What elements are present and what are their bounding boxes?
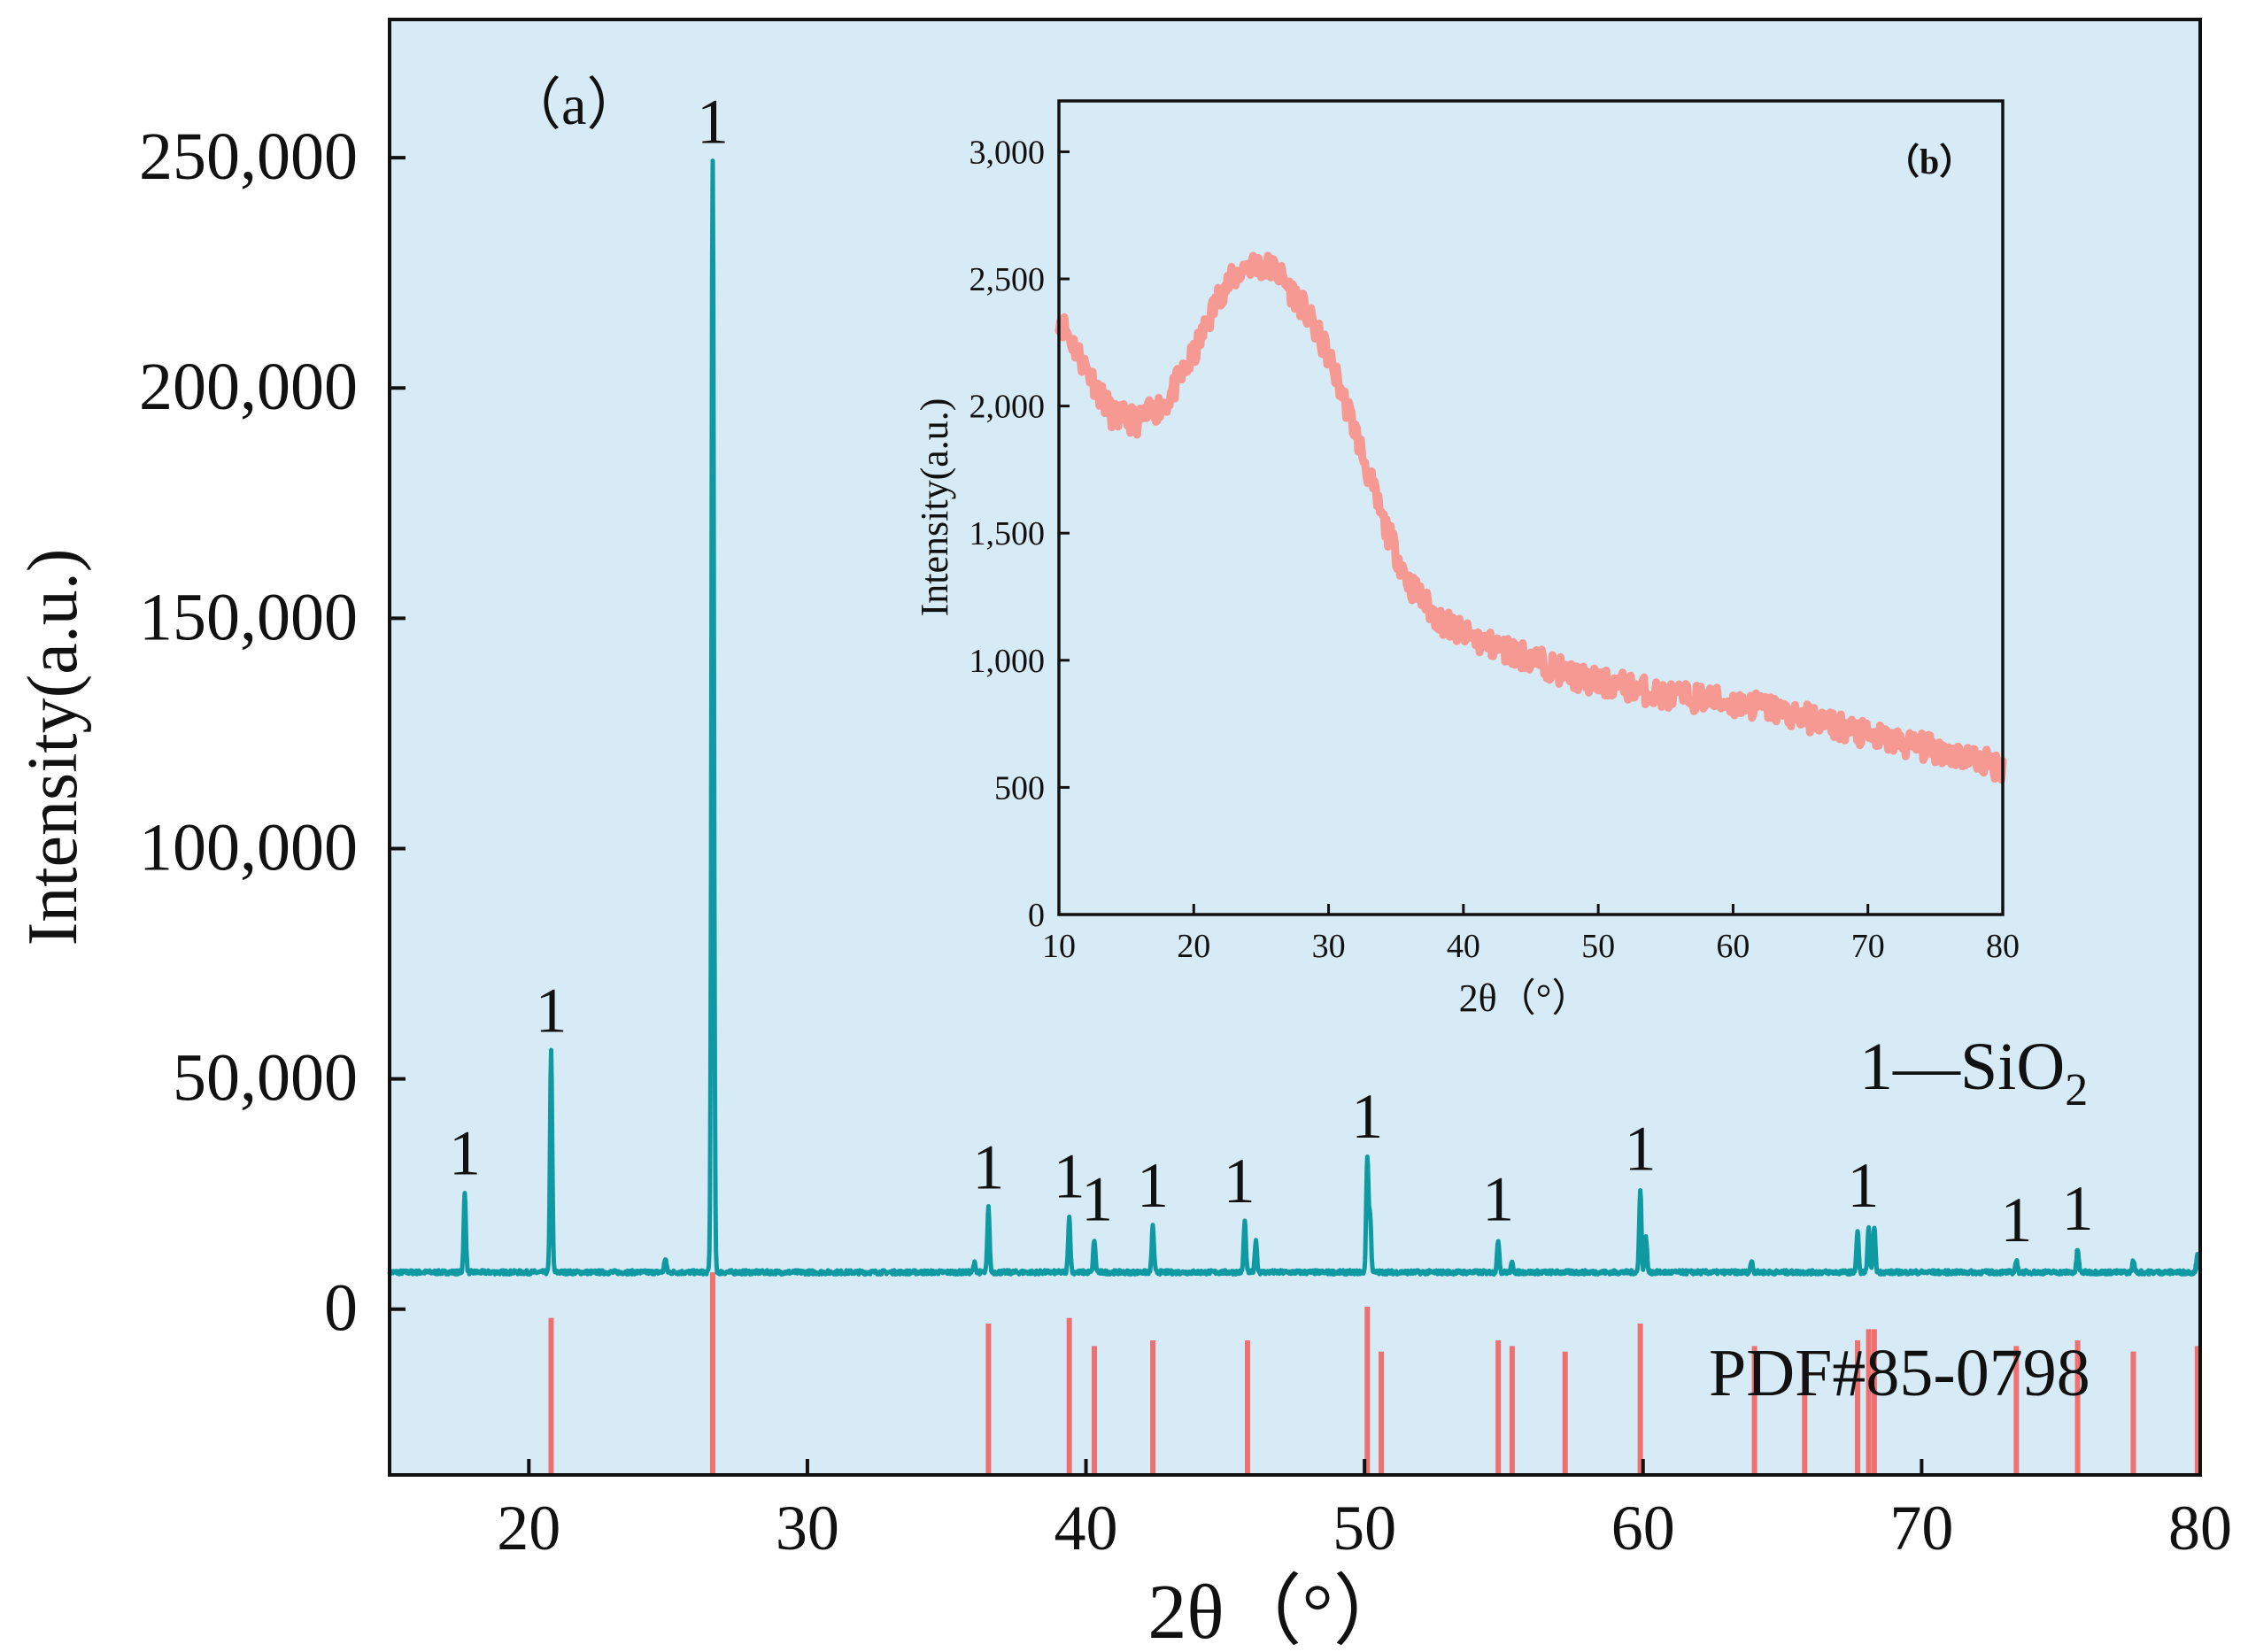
main-y-axis-title: Intensity(a.u.) [14,549,92,946]
inset-x-tick-label: 70 [1851,928,1885,965]
peak-label: 1 [1054,1141,1085,1212]
peak-label: 1 [1081,1164,1113,1235]
inset-y-tick-label: 2,500 [969,261,1046,298]
inset-y-axis-title: Intensity(a.u.) [913,398,956,617]
inset-chart: 10 20 30 40 50 60 70 80 0 500 1,000 1,500 2,000 2,500… [913,99,2020,1020]
peak-label: 1 [1625,1113,1657,1184]
y-tick-label: 0 [324,1271,358,1346]
peak-label: 1 [1847,1150,1879,1221]
x-tick-label: 20 [497,1493,560,1563]
legend-sio2: 1—SiO2 [1859,1030,2088,1115]
inset-x-tick-label: 60 [1716,928,1750,965]
inset-axis-ticks: 10 20 30 40 50 60 70 80 0 500 1,000 1,500 2,000 2,500… [969,134,2020,965]
peak-label: 1 [1482,1164,1514,1235]
peak-label: 1 [697,86,729,157]
x-tick-label: 80 [2168,1493,2232,1563]
y-tick-label: 50,000 [173,1041,358,1115]
inset-panel-label: （b） [1884,142,1974,181]
inset-x-tick-label: 30 [1312,928,1346,965]
inset-x-tick-label: 80 [1986,928,2020,965]
x-tick-label: 30 [776,1493,839,1563]
inset-x-axis-title: 2θ（°） [1459,977,1591,1020]
inset-x-tick-label: 40 [1447,928,1480,965]
main-panel-label: （a） [505,73,643,136]
x-tick-label: 60 [1611,1493,1675,1563]
inset-y-tick-label: 0 [1028,897,1045,934]
peak-label: 1 [972,1131,1004,1202]
y-tick-label: 200,000 [139,350,358,424]
inset-x-tick-label: 50 [1581,928,1615,965]
reference-card-label: PDF#85-0798 [1709,1336,2090,1410]
x-tick-label: 50 [1333,1493,1396,1563]
inset-plot-frame [1057,99,2005,916]
peak-label: 1 [2000,1185,2032,1255]
peak-label: 1 [449,1118,481,1189]
inset-y-tick-label: 1,000 [969,643,1046,680]
main-axis-ticks: 20 30 40 50 60 70 80050,000100,000150,000200,0… [139,120,2232,1563]
inset-x-tick-label: 10 [1042,928,1076,965]
reference-pattern [548,1272,2200,1475]
x-tick-label: 40 [1054,1493,1118,1563]
main-chart: 20 30 40 50 60 70 80050,000100,000150,000200,0… [14,18,2232,1652]
peak-label: 1 [2062,1173,2094,1244]
main-xrd-line [387,158,2203,1277]
inset-xrd-line [1054,251,2007,784]
inset-y-tick-label: 2,000 [969,389,1046,426]
peak-label: 1 [1224,1146,1255,1216]
legend-text: 1—SiO [1859,1030,2065,1104]
main-x-axis-title: 2θ（°） [1147,1570,1410,1652]
peak-label: 1 [1137,1150,1169,1221]
peak-label: 1 [535,975,567,1046]
main-plot-frame [388,18,2202,1477]
inset-y-tick-label: 500 [994,769,1045,807]
x-tick-label: 70 [1889,1493,1953,1563]
inset-y-tick-label: 3,000 [969,134,1046,171]
y-tick-label: 150,000 [139,580,358,654]
inset-y-tick-label: 1,500 [969,515,1046,552]
y-tick-label: 250,000 [139,120,358,194]
y-tick-label: 100,000 [139,810,358,884]
legend-subscript: 2 [2065,1065,2088,1115]
peak-label: 1 [1351,1081,1383,1152]
inset-x-tick-label: 20 [1177,928,1210,965]
